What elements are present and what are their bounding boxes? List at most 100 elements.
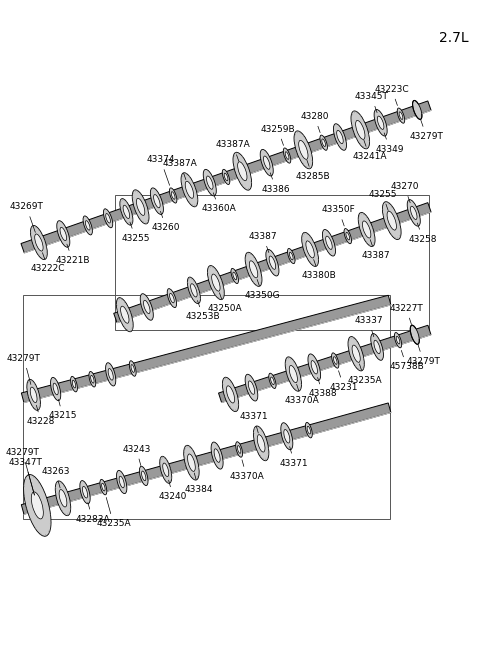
Ellipse shape xyxy=(60,227,67,240)
Ellipse shape xyxy=(281,422,293,450)
Ellipse shape xyxy=(284,430,290,443)
Ellipse shape xyxy=(358,212,375,246)
Ellipse shape xyxy=(387,211,396,230)
Ellipse shape xyxy=(305,422,312,438)
Ellipse shape xyxy=(289,365,298,383)
Ellipse shape xyxy=(80,481,90,504)
Text: 43387A: 43387A xyxy=(163,159,198,179)
Ellipse shape xyxy=(311,361,317,374)
Ellipse shape xyxy=(233,272,237,280)
Ellipse shape xyxy=(231,269,239,284)
Ellipse shape xyxy=(283,148,291,163)
Ellipse shape xyxy=(117,470,127,494)
Text: 43279T: 43279T xyxy=(7,354,41,384)
Ellipse shape xyxy=(266,250,279,276)
Text: 43240: 43240 xyxy=(159,480,187,501)
Text: 43350F: 43350F xyxy=(322,205,355,226)
Ellipse shape xyxy=(206,176,213,189)
Ellipse shape xyxy=(187,277,201,304)
Ellipse shape xyxy=(285,357,301,391)
Ellipse shape xyxy=(91,375,94,383)
Ellipse shape xyxy=(212,274,220,291)
Text: 43279T: 43279T xyxy=(409,120,444,141)
Ellipse shape xyxy=(106,214,110,223)
Text: 43380B: 43380B xyxy=(302,259,337,280)
Ellipse shape xyxy=(71,377,77,392)
Text: 43259B: 43259B xyxy=(261,124,295,145)
Text: 43227T: 43227T xyxy=(389,304,423,324)
Ellipse shape xyxy=(89,371,96,387)
Ellipse shape xyxy=(352,345,360,362)
Ellipse shape xyxy=(271,377,274,384)
Text: 43370A: 43370A xyxy=(229,460,264,481)
Ellipse shape xyxy=(85,221,90,230)
Ellipse shape xyxy=(129,361,136,376)
Text: 43255: 43255 xyxy=(368,190,397,210)
Ellipse shape xyxy=(238,445,241,453)
Ellipse shape xyxy=(294,131,312,169)
Ellipse shape xyxy=(269,373,276,388)
Ellipse shape xyxy=(31,225,48,259)
Ellipse shape xyxy=(397,108,405,123)
Ellipse shape xyxy=(346,233,349,240)
Ellipse shape xyxy=(334,124,347,150)
Text: 43235A: 43235A xyxy=(96,497,131,528)
Text: 43260: 43260 xyxy=(152,212,180,232)
Text: 43280: 43280 xyxy=(300,112,329,132)
Ellipse shape xyxy=(410,325,420,345)
Ellipse shape xyxy=(24,474,51,536)
Ellipse shape xyxy=(299,140,308,159)
Ellipse shape xyxy=(144,301,150,314)
Text: 43258: 43258 xyxy=(409,223,437,244)
Ellipse shape xyxy=(325,236,332,250)
Ellipse shape xyxy=(181,173,198,207)
Ellipse shape xyxy=(116,297,133,332)
Ellipse shape xyxy=(395,333,402,348)
Text: 43371: 43371 xyxy=(240,412,268,433)
Ellipse shape xyxy=(344,229,351,244)
Text: 43243: 43243 xyxy=(122,445,150,466)
Ellipse shape xyxy=(334,357,337,364)
Ellipse shape xyxy=(308,354,321,381)
Ellipse shape xyxy=(53,383,58,395)
Polygon shape xyxy=(21,295,391,403)
Ellipse shape xyxy=(35,234,43,251)
Text: 43374: 43374 xyxy=(146,155,175,185)
Text: 43345T: 43345T xyxy=(354,92,388,113)
Ellipse shape xyxy=(120,198,133,225)
Ellipse shape xyxy=(131,365,134,372)
Ellipse shape xyxy=(233,152,252,190)
Text: 43250A: 43250A xyxy=(208,293,242,314)
Text: 43388: 43388 xyxy=(309,377,337,398)
Text: 43269T: 43269T xyxy=(10,202,43,233)
Ellipse shape xyxy=(336,130,343,143)
Ellipse shape xyxy=(184,445,199,480)
Ellipse shape xyxy=(269,256,276,269)
Ellipse shape xyxy=(383,202,401,240)
Text: 43337: 43337 xyxy=(354,316,383,337)
Ellipse shape xyxy=(169,188,177,203)
Ellipse shape xyxy=(119,476,124,488)
Ellipse shape xyxy=(120,306,129,323)
Ellipse shape xyxy=(351,111,370,149)
Ellipse shape xyxy=(320,135,327,150)
Ellipse shape xyxy=(253,426,269,460)
Ellipse shape xyxy=(371,333,384,360)
Text: 43231: 43231 xyxy=(330,371,358,392)
Ellipse shape xyxy=(123,205,130,219)
Ellipse shape xyxy=(108,369,113,380)
Ellipse shape xyxy=(356,121,365,140)
Ellipse shape xyxy=(140,293,153,320)
Text: 43349: 43349 xyxy=(376,133,404,154)
Text: 43279T: 43279T xyxy=(407,345,440,365)
Ellipse shape xyxy=(188,454,195,472)
Text: 45738B: 45738B xyxy=(389,350,424,371)
Ellipse shape xyxy=(227,386,235,403)
Ellipse shape xyxy=(106,363,116,386)
Ellipse shape xyxy=(31,492,43,519)
Ellipse shape xyxy=(136,198,145,215)
Ellipse shape xyxy=(214,449,220,462)
Ellipse shape xyxy=(83,487,87,498)
Ellipse shape xyxy=(374,340,380,354)
Text: 43387A: 43387A xyxy=(216,140,251,161)
